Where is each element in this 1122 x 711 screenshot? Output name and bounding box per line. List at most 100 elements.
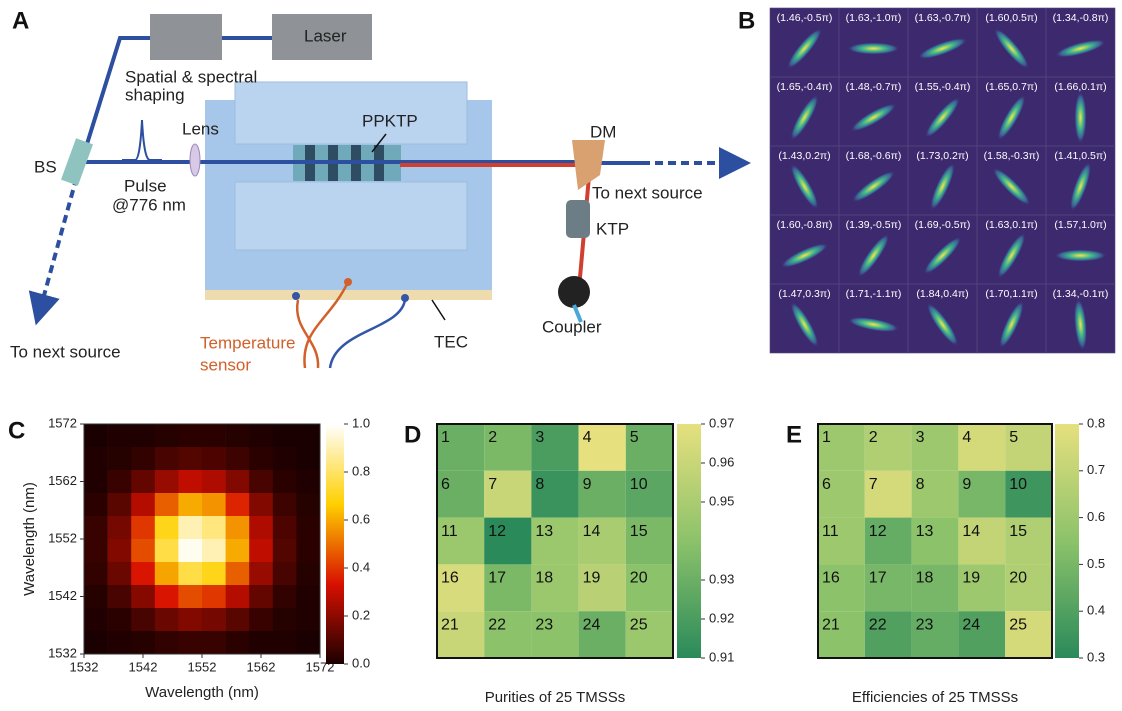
heat-cell: [249, 539, 274, 563]
heat-cell: [107, 470, 132, 494]
cell-label: (1.46,-0.5π): [777, 12, 833, 24]
heat-cell: [578, 517, 626, 565]
heat-cell: [178, 424, 203, 448]
heat-cell: [84, 631, 108, 655]
cell-label: (1.65,-0.4π): [777, 81, 833, 93]
cell-label: 20: [1009, 570, 1027, 587]
heat-cell: [272, 608, 297, 632]
heat-cell: [249, 562, 274, 586]
heat-cell: [178, 447, 203, 471]
wigner-blob: [997, 94, 1026, 141]
plot-frame: [817, 423, 1053, 659]
y-tick-label: 1532: [48, 645, 77, 660]
cell-label: 5: [630, 429, 639, 446]
heat-cell: [202, 539, 226, 563]
cell-label: (1.57,1.0π): [1054, 219, 1106, 231]
cell-label: 24: [962, 616, 980, 633]
heat-cell: [818, 564, 865, 612]
heat-cell: [131, 424, 156, 448]
cell-label: 23: [535, 616, 553, 633]
heat-cell: [107, 585, 132, 609]
colorbar-tick-label: 0.3: [1087, 649, 1105, 664]
cell-label: 6: [441, 476, 450, 493]
x-axis-label: Wavelength (nm): [145, 684, 259, 701]
heat-cell: [296, 539, 321, 563]
cell-label: 2: [869, 429, 878, 446]
wigner-blob: [790, 163, 819, 210]
heat-cell: [437, 611, 485, 658]
heat-cell: [437, 564, 485, 612]
cell-label: 10: [630, 476, 648, 493]
cell-label: 22: [488, 616, 506, 633]
heat-cell: [225, 562, 250, 586]
heat-cell: [296, 470, 321, 494]
heat-cell: [225, 516, 250, 540]
heat-cell: [578, 611, 626, 658]
colorbar-tick-label: 0.5: [1087, 556, 1105, 571]
heat-cell: [911, 564, 959, 612]
heat-cell: [225, 424, 250, 448]
heat-cell: [958, 611, 1006, 658]
heat-cell: [178, 470, 203, 494]
cell-label: (1.63,0.1π): [985, 219, 1037, 231]
heat-cell: [272, 470, 297, 494]
panel-label: D: [404, 421, 421, 448]
heat-cell: [225, 447, 250, 471]
wigner-blob: [999, 300, 1024, 349]
heat-cell: [154, 424, 179, 448]
heat-cell: [911, 611, 959, 658]
cell-label: (1.43,0.2π): [778, 150, 830, 162]
cell-label: 7: [488, 476, 497, 493]
heat-cell: [272, 562, 297, 586]
heat-cell: [625, 517, 673, 565]
heat-cell: [484, 517, 532, 565]
heat-cell: [154, 608, 179, 632]
y-tick-label: 1552: [48, 530, 77, 545]
heat-cell: [202, 585, 226, 609]
cell-label: (1.66,0.1π): [1054, 81, 1106, 93]
heat-cell: [578, 470, 626, 518]
colorbar-tick-label: 0.8: [1087, 415, 1105, 430]
label: Laser: [304, 26, 347, 45]
heat-cell: [296, 516, 321, 540]
heat-cell: [272, 585, 297, 609]
wigner-blob: [790, 94, 819, 141]
wigner-blob: [851, 170, 896, 203]
heat-cell: [154, 562, 179, 586]
heat-cell: [1005, 564, 1052, 612]
cell-label: 25: [1009, 616, 1027, 633]
heat-cell: [84, 585, 108, 609]
wigner-blob: [930, 162, 955, 211]
heat-cell: [1005, 517, 1052, 565]
y-tick-label: 1562: [48, 473, 77, 488]
heat-cell: [178, 562, 203, 586]
label: Coupler: [542, 317, 602, 336]
heat-cell: [249, 447, 274, 471]
wigner-blob: [1074, 91, 1087, 144]
cell-label: (1.69,-0.5π): [915, 219, 971, 231]
cell-label: 9: [962, 476, 971, 493]
y-tick-label: 1542: [48, 588, 77, 603]
cell-label: 13: [916, 523, 934, 540]
heat-cell: [154, 447, 179, 471]
plot-frame: [436, 423, 674, 659]
heat-cell: [296, 608, 321, 632]
y-tick-label: 1572: [48, 415, 77, 430]
cell-label: (1.71,-1.1π): [846, 288, 902, 300]
label: Lens: [182, 119, 219, 138]
colorbar-tick-label: 0.97: [709, 415, 734, 430]
heat-cell: [178, 608, 203, 632]
cell-label: 24: [583, 616, 601, 633]
heat-cell: [1005, 424, 1052, 471]
cell-label: 2: [488, 429, 497, 446]
cell-label: 14: [962, 523, 980, 540]
panel-label: B: [738, 7, 755, 34]
heat-cell: [131, 516, 156, 540]
heat-cell: [578, 564, 626, 612]
wigner-blob: [1054, 249, 1107, 262]
cell-label: (1.55,-0.4π): [915, 81, 971, 93]
cell-label: 19: [962, 570, 980, 587]
cell-label: 23: [916, 616, 934, 633]
heat-cell: [296, 631, 321, 655]
wigner-blob: [1069, 161, 1092, 212]
